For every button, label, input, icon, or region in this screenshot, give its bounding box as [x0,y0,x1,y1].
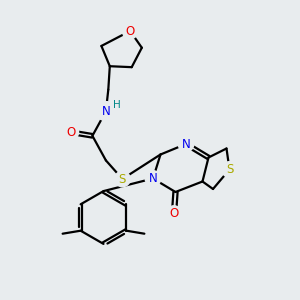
Circle shape [63,124,79,140]
Text: N: N [148,172,158,185]
Circle shape [145,171,161,186]
Circle shape [166,206,182,221]
Circle shape [96,102,116,121]
Text: O: O [66,126,75,139]
Circle shape [178,136,194,152]
Circle shape [122,23,138,39]
Circle shape [115,171,130,187]
Text: S: S [119,172,126,185]
Text: O: O [169,207,178,220]
Text: H: H [112,100,120,110]
Text: N: N [182,137,190,151]
Text: S: S [226,163,233,176]
Circle shape [222,162,237,177]
Text: O: O [125,25,135,38]
Text: N: N [101,105,110,118]
